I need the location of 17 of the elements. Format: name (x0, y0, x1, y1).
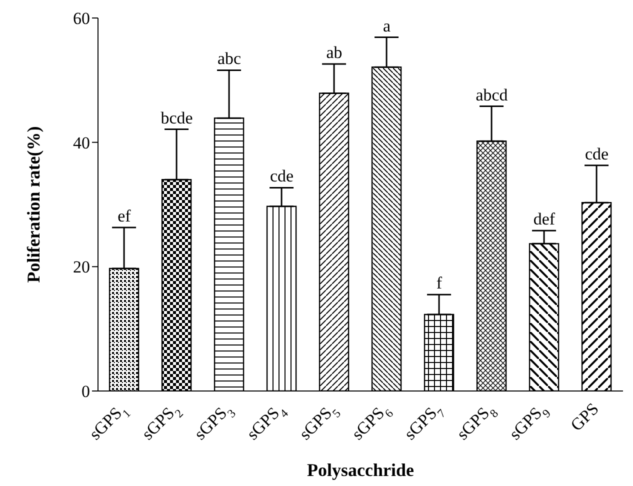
y-tick-label: 0 (82, 382, 90, 402)
annotation: ab (326, 43, 342, 62)
annotation: cde (270, 166, 294, 186)
annotation: bcde (160, 108, 193, 128)
x-axis-title: Polysacchride (307, 460, 414, 480)
y-tick-label: 20 (73, 258, 90, 277)
y-tick-label: 40 (73, 133, 90, 152)
x-tick-label: GPS (566, 399, 602, 435)
annotation: ef (118, 206, 132, 226)
y-axis-title: Poliferation rate(%) (23, 126, 44, 283)
annotation: cde (584, 144, 609, 164)
annotation: f (436, 274, 442, 293)
annotation: abc (217, 49, 242, 68)
y-tick-label: 60 (73, 9, 90, 28)
annotation: abcd (476, 85, 508, 104)
annotation: a (382, 16, 391, 36)
annotation: def (533, 210, 556, 229)
